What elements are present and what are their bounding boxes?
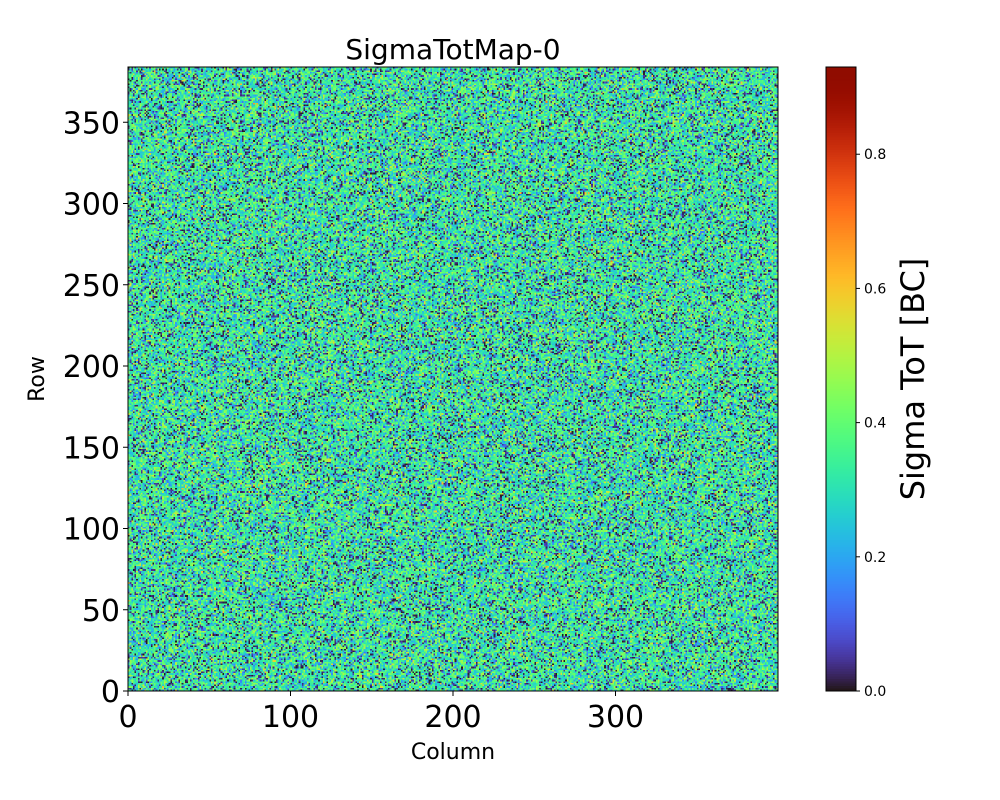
y-tick-label: 0 [101, 675, 120, 710]
colorbar-tick-label: 0.2 [864, 550, 886, 566]
y-tick-label: 350 [63, 106, 120, 141]
plot-frame [127, 66, 779, 692]
x-tick-label: 200 [424, 700, 481, 735]
colorbar-tick-label: 0.4 [864, 416, 886, 432]
y-axis-label: Row [25, 356, 50, 402]
colorbar-tick-label: 0.8 [864, 147, 886, 163]
colorbar-gradient [826, 67, 856, 691]
colorbar-tick-label: 0.0 [864, 684, 886, 700]
x-axis-label: Column [411, 740, 495, 765]
y-tick-label: 50 [82, 594, 120, 629]
y-tick-label: 100 [63, 513, 120, 548]
y-tick-label: 150 [63, 431, 120, 466]
x-tick-label: 0 [118, 700, 137, 735]
x-tick-label: 300 [587, 700, 644, 735]
colorbar-label: Sigma ToT [BC] [894, 258, 932, 501]
y-tick-label: 300 [63, 188, 120, 223]
y-tick-label: 250 [63, 269, 120, 304]
chart-title: SigmaTotMap-0 [345, 33, 560, 66]
y-tick-label: 200 [63, 350, 120, 385]
colorbar-frame [825, 66, 857, 692]
heatmap-image [128, 67, 778, 691]
colorbar-tick-label: 0.6 [864, 281, 886, 297]
x-tick-label: 100 [262, 700, 319, 735]
